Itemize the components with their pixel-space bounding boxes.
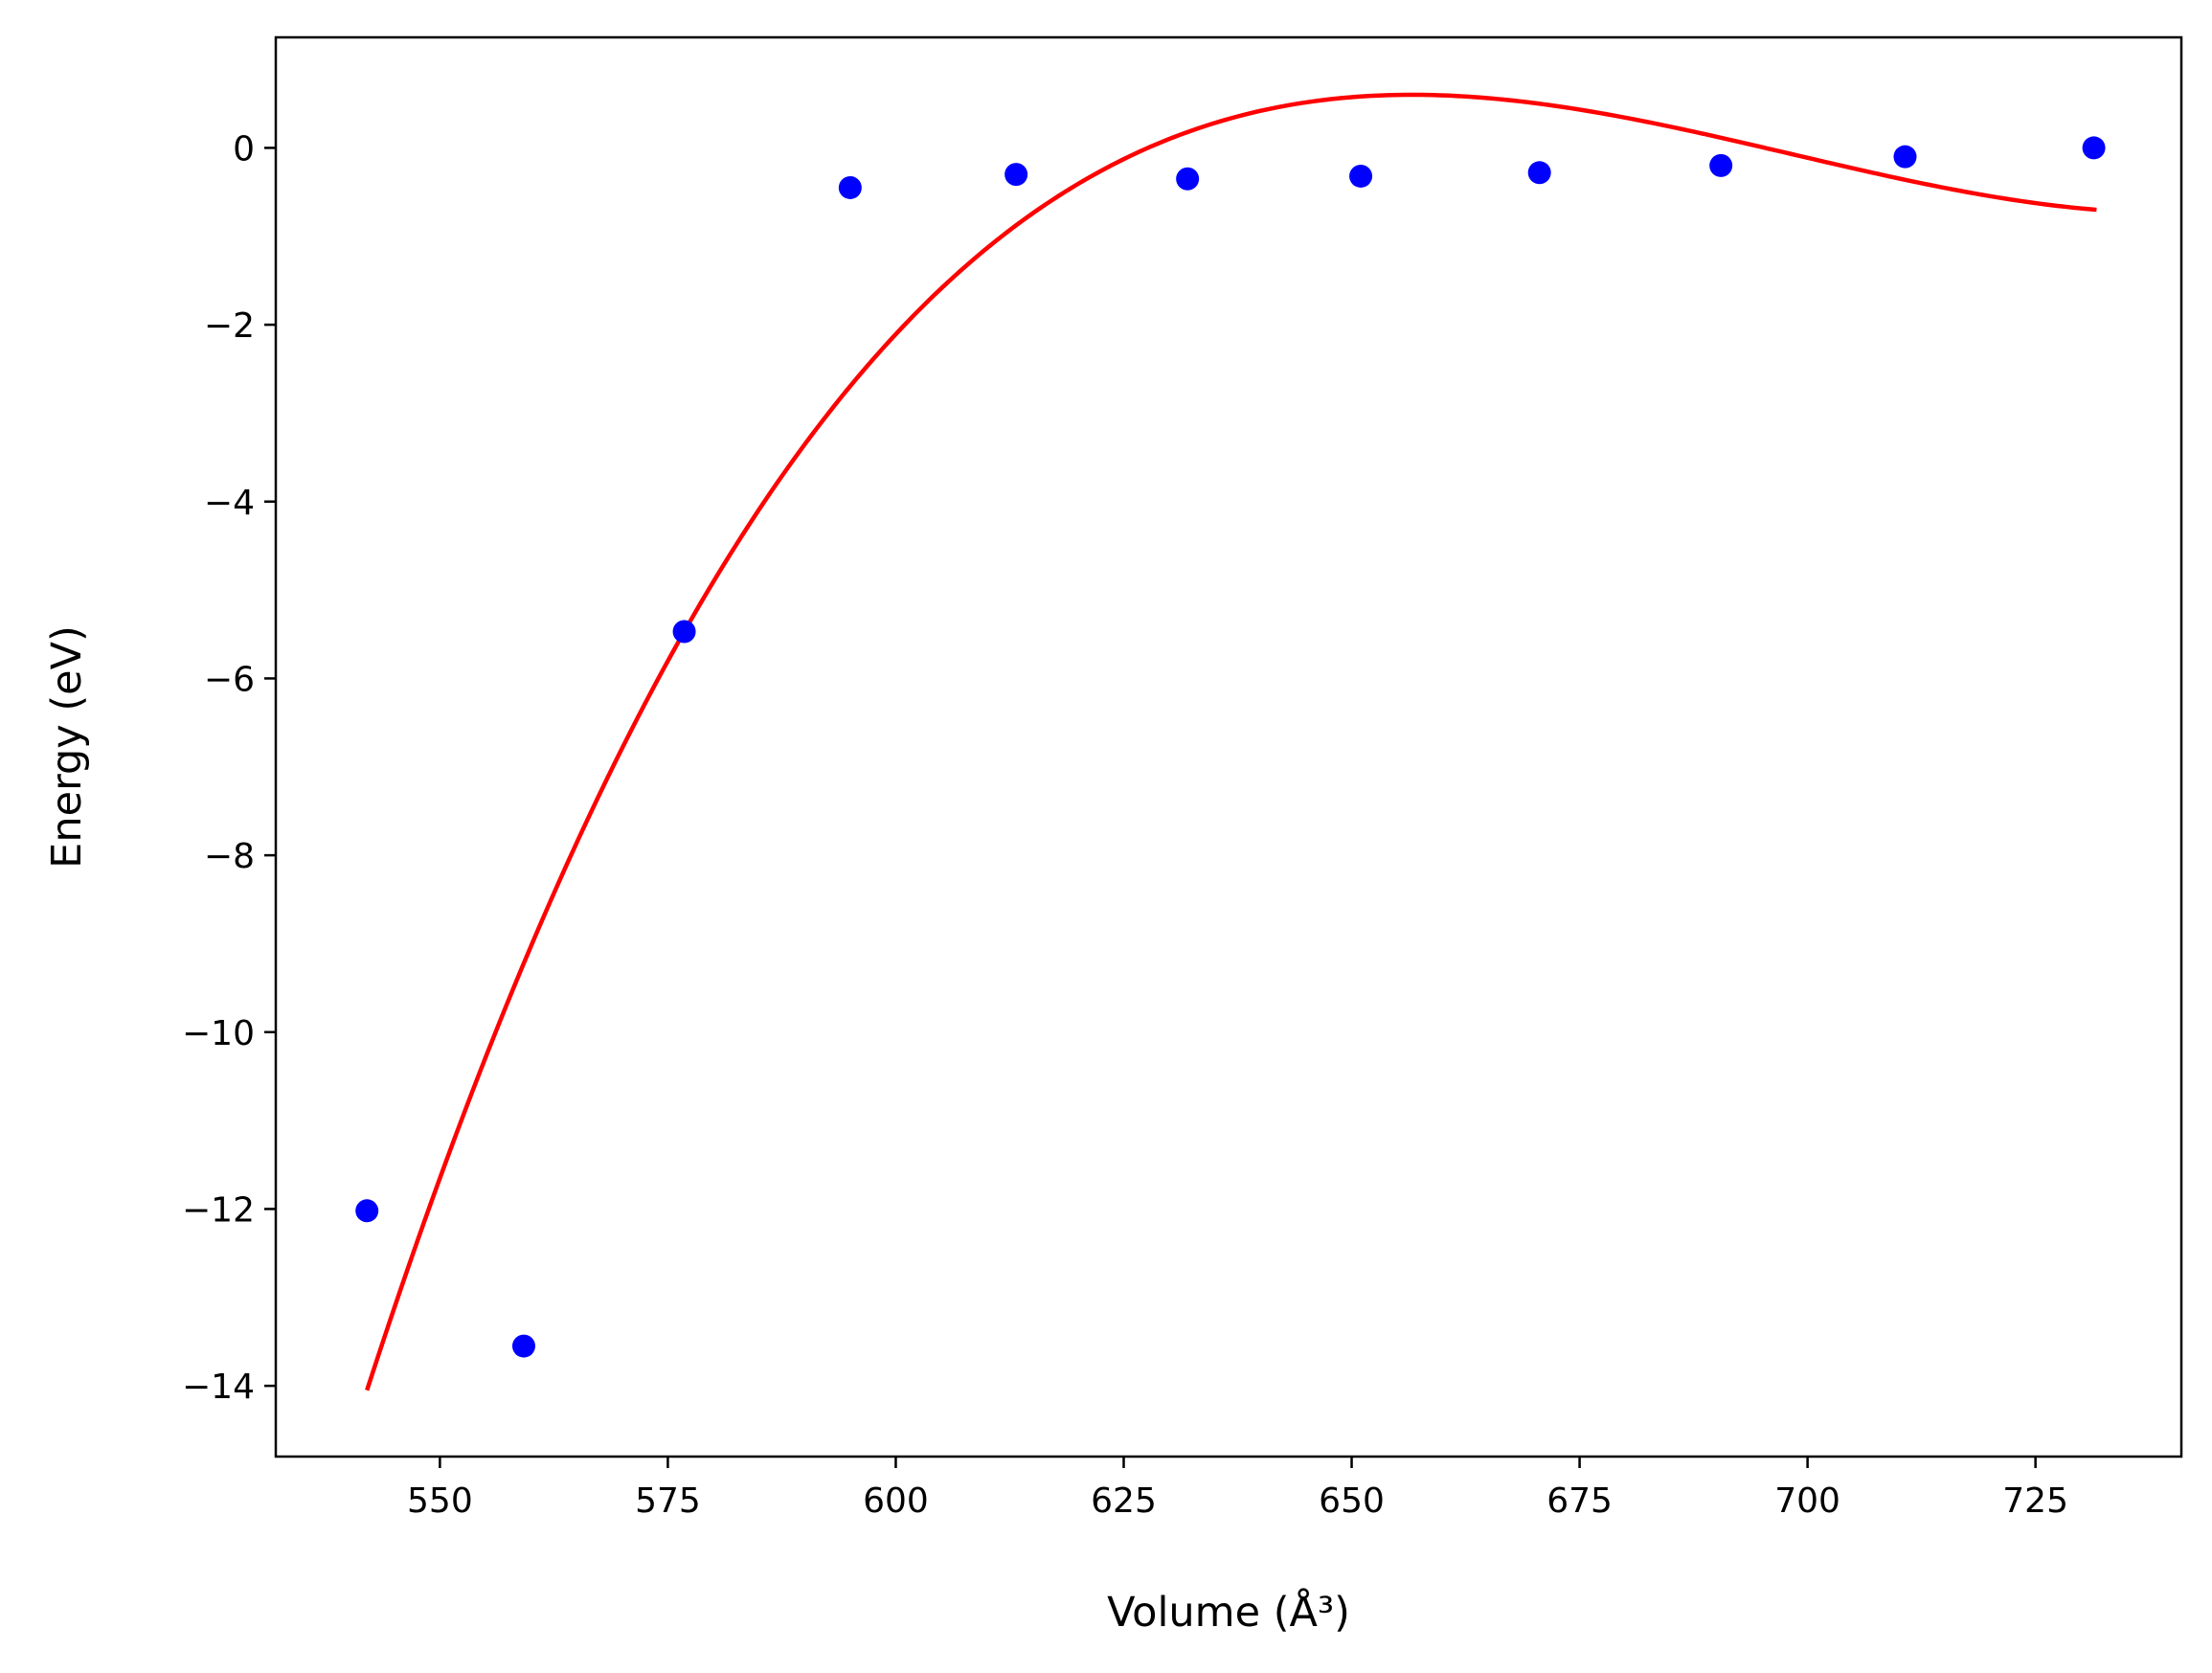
y-tick-label: −12 <box>182 1190 255 1230</box>
data-point <box>672 620 696 644</box>
x-tick-label: 625 <box>1091 1481 1157 1521</box>
x-tick-label: 650 <box>1319 1481 1385 1521</box>
y-tick-label: 0 <box>233 129 255 169</box>
y-tick-label: −2 <box>204 306 255 346</box>
data-point <box>838 175 862 199</box>
x-tick-label: 575 <box>635 1481 701 1521</box>
x-tick-label: 550 <box>407 1481 473 1521</box>
data-point <box>1527 161 1551 185</box>
y-axis-ticks: 0 −2 −4 −6 −8 −10 −12 −14 <box>182 129 276 1407</box>
y-tick-label: −8 <box>204 837 255 876</box>
x-tick-label: 725 <box>2002 1481 2068 1521</box>
x-tick-label: 700 <box>1774 1481 1840 1521</box>
data-point <box>1349 164 1373 188</box>
x-axis-ticks: 550 575 600 625 650 675 700 725 <box>407 1457 2068 1521</box>
x-tick-label: 675 <box>1546 1481 1613 1521</box>
x-axis-label: Volume (Å³) <box>1107 1588 1350 1637</box>
data-point <box>355 1199 379 1223</box>
plot-frame <box>274 35 2183 1458</box>
y-tick-label: −4 <box>204 484 255 523</box>
data-point <box>1004 163 1028 187</box>
data-point <box>1709 153 1733 177</box>
series-layer <box>355 92 2106 1391</box>
data-point <box>1893 145 1917 169</box>
data-point <box>1176 167 1200 191</box>
fit-curve <box>365 92 2097 1391</box>
y-tick-label: −6 <box>204 660 255 699</box>
data-point <box>511 1334 535 1358</box>
y-tick-label: −10 <box>182 1014 255 1053</box>
y-axis-label: Energy (eV) <box>43 625 91 869</box>
y-tick-label: −14 <box>182 1368 255 1407</box>
plot-background <box>276 37 2181 1457</box>
data-point <box>2082 136 2106 160</box>
x-tick-label: 600 <box>863 1481 929 1521</box>
